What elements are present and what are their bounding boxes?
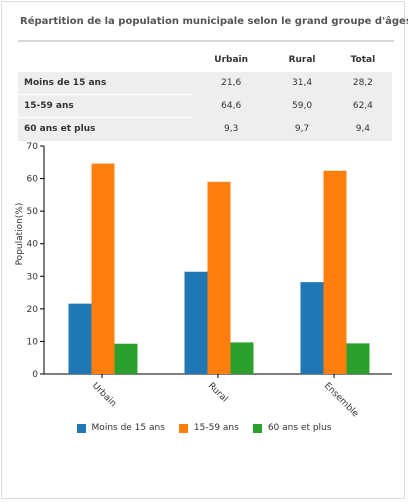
bar-chart: 0 10 20 30 40 50 60 70 Population(%) Urbain Rural E… [15, 142, 392, 418]
bar-2-2 [346, 343, 370, 374]
y-tick-label: 40 [27, 240, 39, 250]
legend-item: Moins de 15 ans [76, 423, 165, 433]
table-header-row: Urbain Rural Total [18, 49, 392, 72]
table-cell: 59,0 [270, 94, 334, 118]
table-cell: 21,6 [192, 71, 271, 95]
table-row: 15-59 ans 64,6 59,0 62,4 [18, 94, 392, 118]
table-header-cell-empty [18, 49, 192, 72]
y-tick-label: 0 [32, 370, 38, 380]
bar-0-2 [114, 343, 138, 374]
table-row-label: 60 ans et plus [18, 117, 192, 141]
table-header-urbain: Urbain [214, 55, 249, 65]
y-axis-label: Population(%) [15, 203, 25, 266]
card-title: Répartition de la population municipale … [20, 16, 408, 27]
table-row-label: Moins de 15 ans [18, 71, 192, 95]
legend-label: 60 ans et plus [267, 423, 332, 433]
table-header-total: Total [350, 55, 376, 65]
title-divider [18, 40, 394, 42]
y-tick-label: 20 [27, 305, 39, 315]
x-tick-label: Rural [206, 381, 230, 405]
table-cell: 9,4 [333, 117, 392, 141]
table-row: Moins de 15 ans 21,6 31,4 28,2 [18, 71, 392, 95]
table-row: 60 ans et plus 9,3 9,7 9,4 [18, 117, 392, 141]
bar-1-1 [207, 181, 231, 374]
y-tick-label: 60 [27, 175, 39, 185]
bar-0-1 [91, 163, 115, 374]
y-tick-label: 10 [27, 337, 39, 347]
legend-label: Moins de 15 ans [91, 423, 165, 433]
legend-item: 15-59 ans [178, 423, 239, 433]
legend-swatch [252, 423, 262, 433]
y-tick-label: 70 [27, 142, 39, 152]
legend-swatch [76, 423, 86, 433]
bar-2-0 [300, 282, 324, 374]
table-cell: 31,4 [270, 71, 334, 95]
table-header-rural: Rural [288, 55, 316, 65]
x-tick-label: Ensemble [322, 381, 361, 418]
legend-label: 15-59 ans [193, 423, 239, 433]
y-tick-label: 50 [27, 207, 39, 217]
legend-item: 60 ans et plus [252, 423, 332, 433]
bar-1-0 [184, 271, 208, 374]
table-cell: 9,7 [270, 117, 334, 141]
table-cell: 64,6 [192, 94, 271, 118]
table-cell: 28,2 [333, 71, 392, 95]
legend-swatch [178, 423, 188, 433]
bar-2-1 [323, 170, 347, 374]
bar-0-0 [68, 303, 92, 374]
data-table: Urbain Rural Total Moins de 15 ans 21,6 … [18, 49, 392, 141]
table-cell: 62,4 [333, 94, 392, 118]
table-cell: 9,3 [192, 117, 271, 141]
x-tick-label: Urbain [90, 381, 118, 409]
table-row-label: 15-59 ans [18, 94, 192, 118]
y-tick-label: 30 [27, 272, 39, 282]
chart-legend: Moins de 15 ans 15-59 ans 60 ans et plus [0, 423, 408, 433]
bar-1-2 [230, 342, 254, 374]
